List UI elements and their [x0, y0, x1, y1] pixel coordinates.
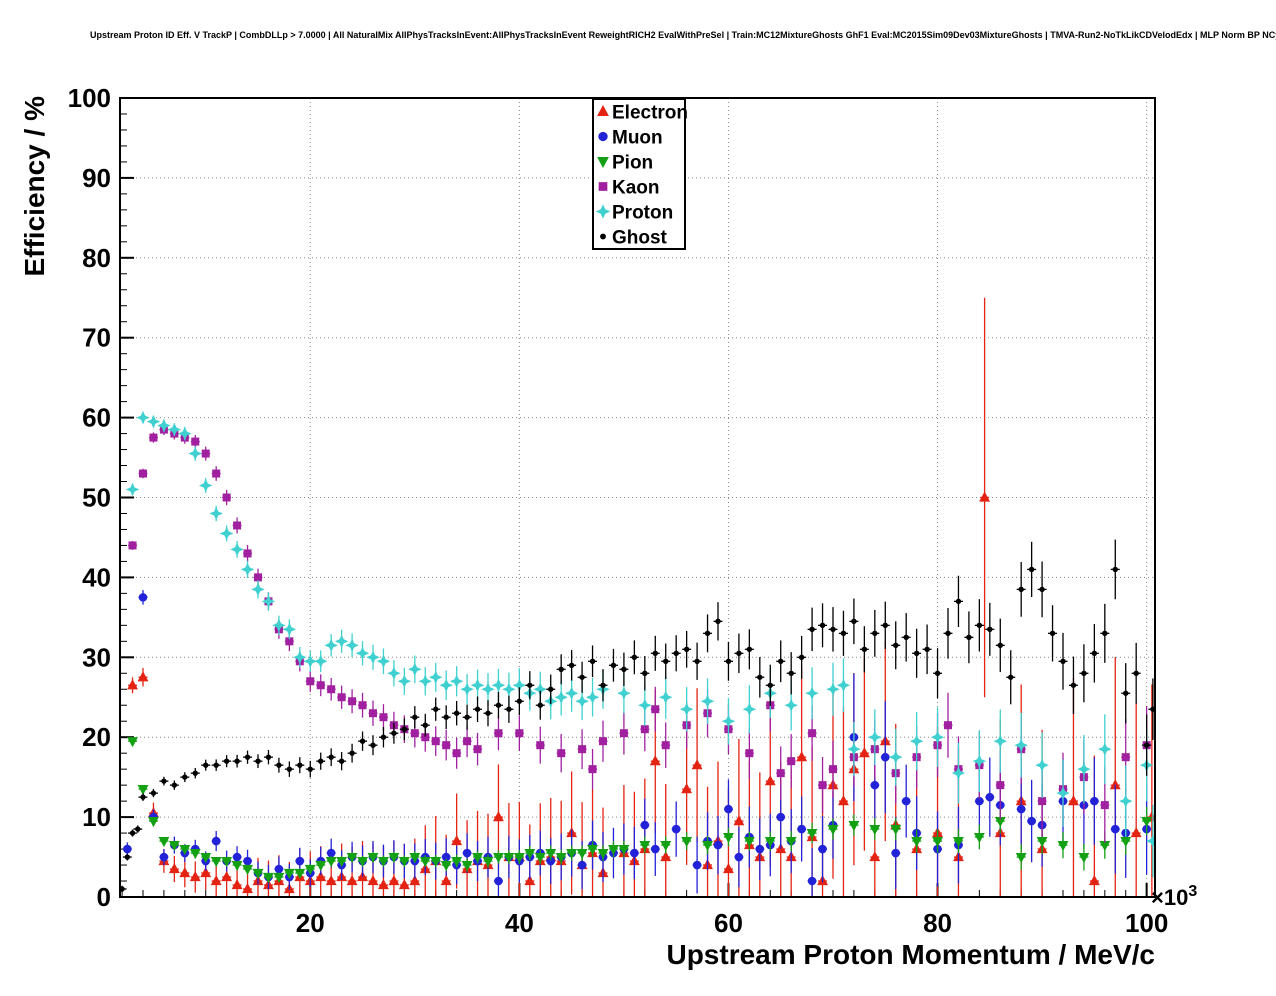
tick-labels: 20 40 60 80 100 0 10 20 30 40 50 60 70 80 90 100 — [68, 83, 1169, 938]
legend: Electron Muon Pion Kaon Proton Ghost — [592, 98, 688, 250]
legend-item-ghost: Ghost — [600, 228, 668, 249]
series-muon — [122, 590, 1152, 897]
y-axis-title: Efficiency / % — [19, 96, 50, 277]
y-tick-label: 20 — [82, 722, 111, 752]
y-tick-label: 30 — [82, 642, 111, 672]
series-kaon — [128, 424, 1152, 843]
plot-title: Upstream Proton ID Eff. V TrackP | CombD… — [90, 30, 1276, 40]
y-tick-label: 0 — [97, 882, 111, 912]
y-tick-label: 50 — [82, 483, 111, 513]
x-scale-label: ×103 — [1151, 883, 1197, 910]
y-tick-label: 70 — [82, 323, 111, 353]
legend-item-muon: Muon — [598, 128, 663, 149]
x-tick-label: 20 — [296, 908, 325, 938]
x-tick-label: 100 — [1125, 908, 1168, 938]
y-tick-label: 10 — [82, 802, 111, 832]
x-tick-label: 80 — [923, 908, 952, 938]
legend-item-pion: Pion — [597, 153, 653, 174]
legend-label: Ghost — [612, 228, 668, 249]
x-tick-label: 40 — [505, 908, 534, 938]
legend-label: Kaon — [612, 178, 660, 199]
y-tick-label: 40 — [82, 562, 111, 592]
legend-item-kaon: Kaon — [598, 178, 660, 199]
series-proton — [125, 410, 1155, 878]
legend-item-proton: Proton — [595, 203, 673, 224]
y-tick-label: 100 — [68, 83, 111, 113]
series-ghost — [120, 539, 1155, 893]
legend-item-electron: Electron — [597, 103, 688, 124]
series-pion — [127, 737, 1153, 884]
x-axis-title: Upstream Proton Momentum / MeV/c — [666, 939, 1155, 970]
legend-label: Proton — [612, 203, 673, 224]
legend-label: Pion — [612, 153, 653, 174]
gridlines — [120, 98, 1155, 897]
y-tick-label: 90 — [82, 163, 111, 193]
x-tick-label: 60 — [714, 908, 743, 938]
legend-label: Muon — [612, 128, 663, 149]
y-tick-label: 60 — [82, 403, 111, 433]
legend-label: Electron — [612, 103, 688, 124]
y-tick-label: 80 — [82, 243, 111, 273]
